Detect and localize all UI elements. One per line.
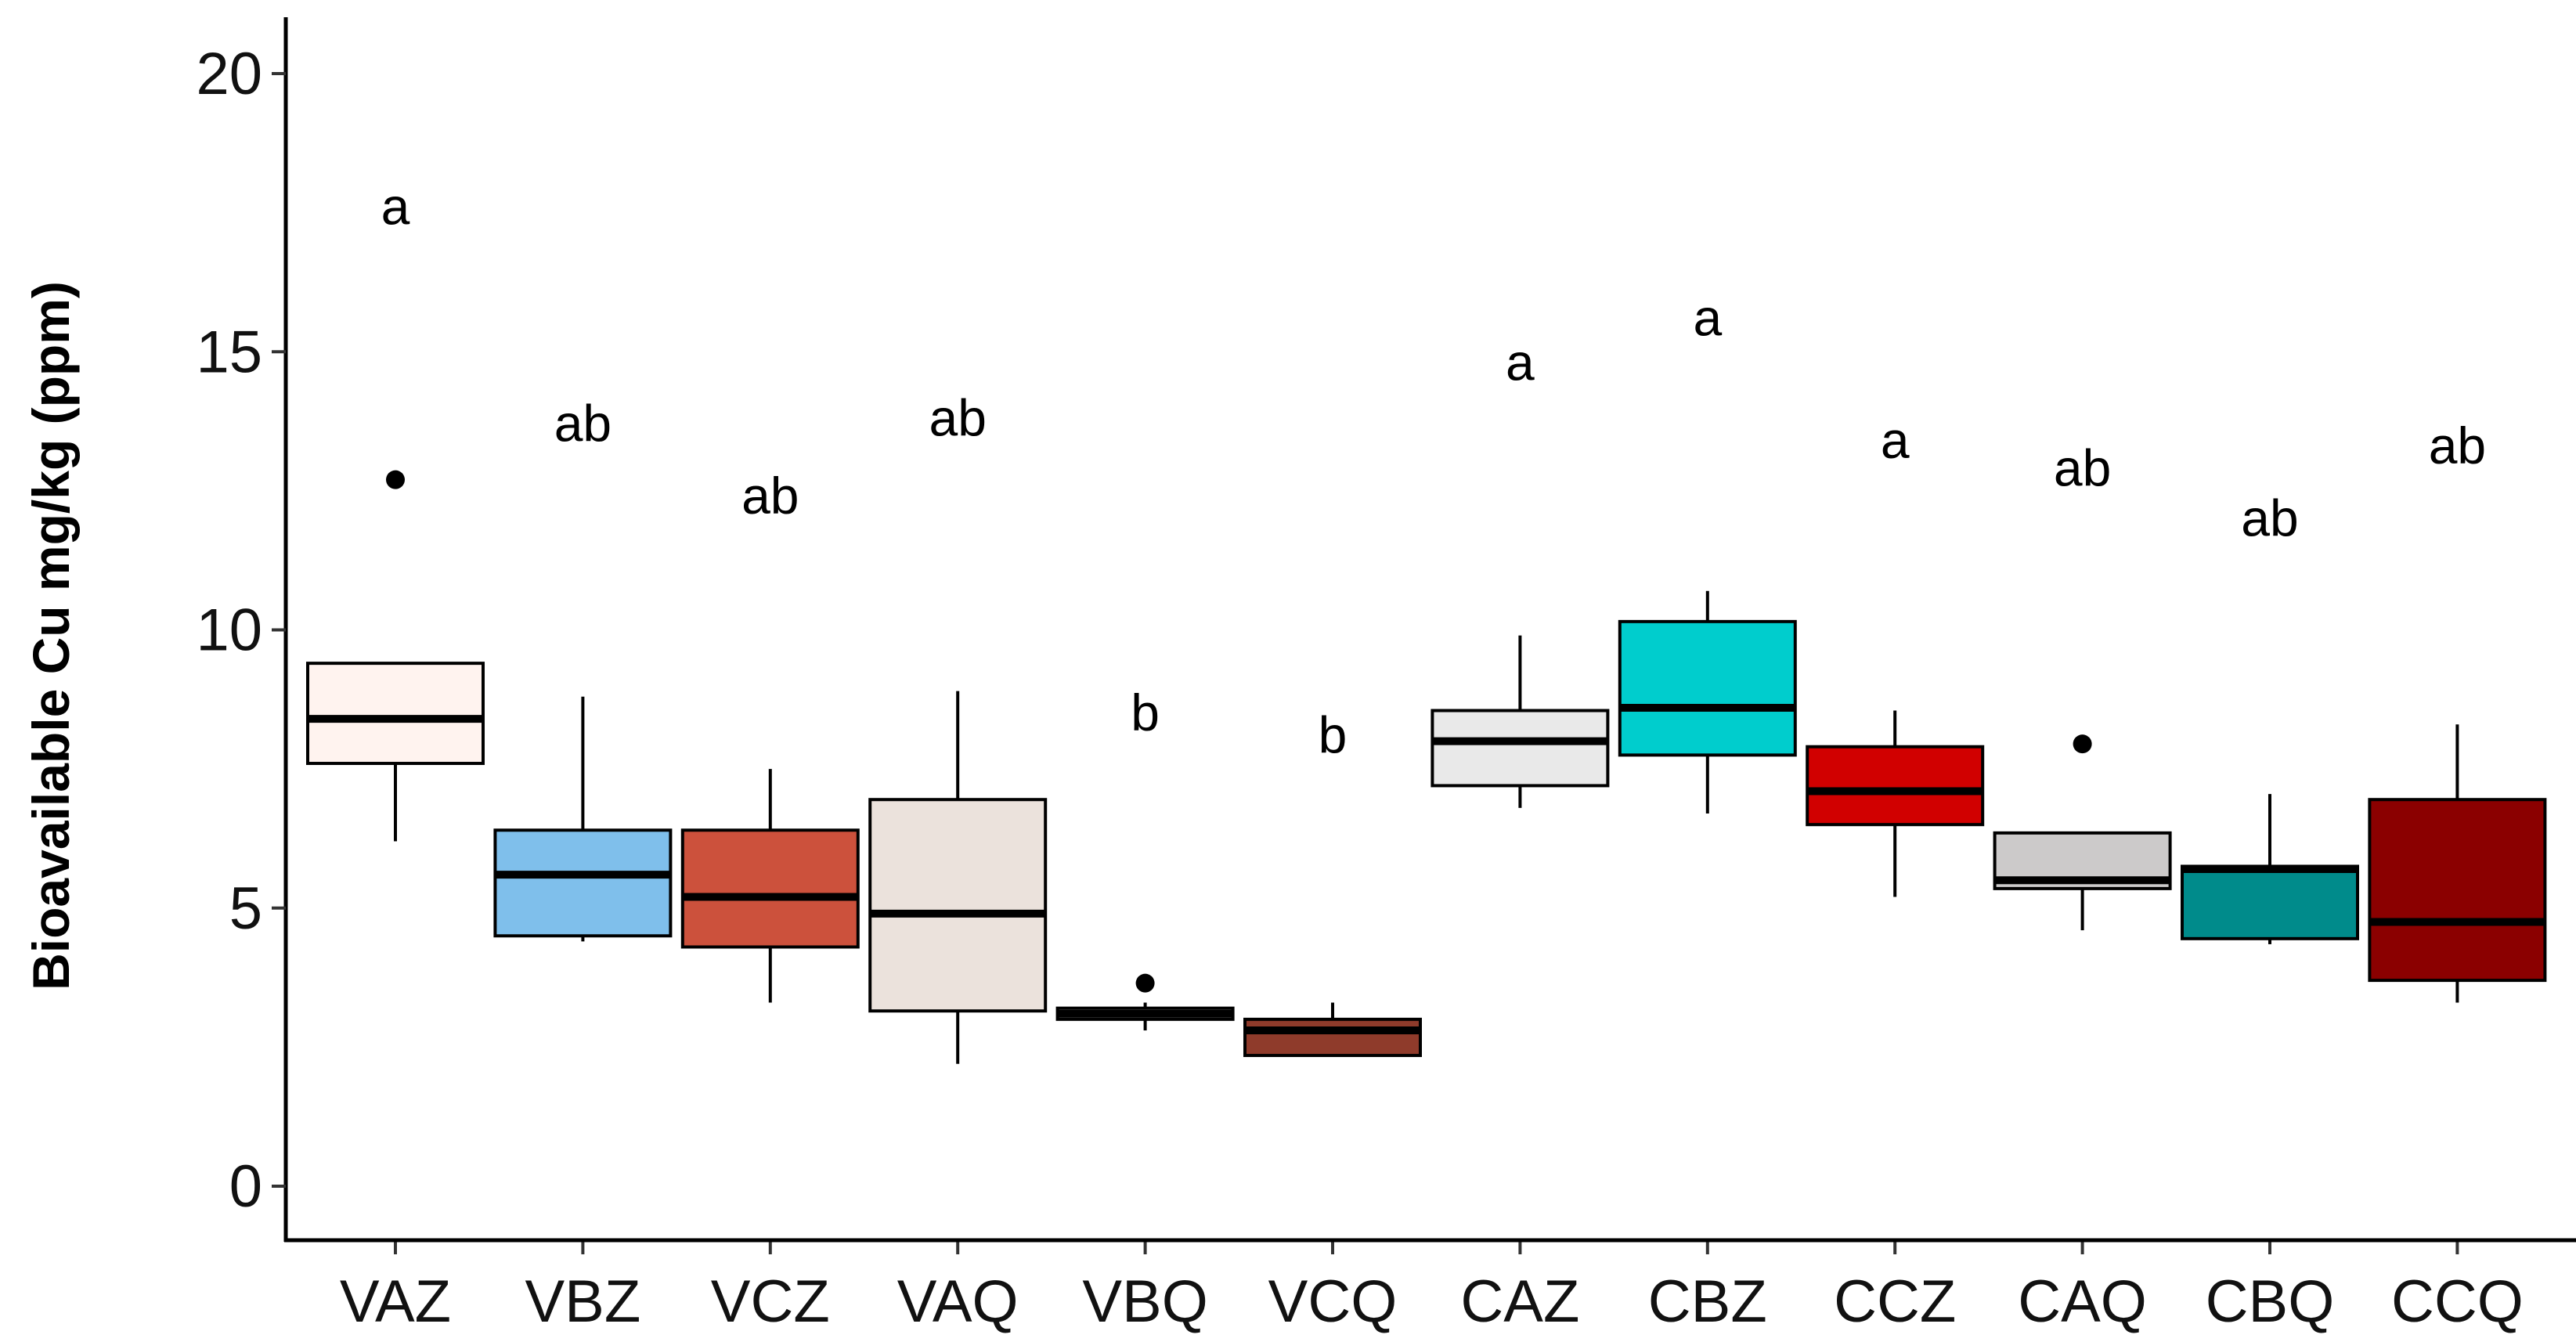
box-vaq: [868, 798, 1048, 1013]
significance-letter-vbq: b: [1131, 684, 1160, 741]
significance-letter-cbq: ab: [2241, 489, 2298, 547]
box-vaz: [306, 662, 485, 766]
x-tick-label-cbz: CBZ: [1648, 1268, 1767, 1335]
box-group-caq: [1993, 734, 2172, 931]
x-tick-label-cbq: CBQ: [2206, 1268, 2335, 1335]
outlier-point-vbq-0: [1135, 973, 1155, 993]
x-tick-label-caq: CAQ: [2018, 1268, 2147, 1335]
significance-letter-vbz: ab: [554, 395, 612, 453]
significance-letter-vaq: ab: [929, 389, 986, 447]
box-group-caz: [1431, 635, 1610, 808]
significance-letter-vaz: a: [381, 178, 410, 236]
y-tick-label-20: 20: [196, 41, 262, 107]
box-ccz: [1806, 745, 1985, 827]
box-vcz: [680, 828, 860, 949]
box-vbz: [493, 828, 673, 938]
y-tick-label-5: 5: [229, 875, 262, 942]
x-tick-label-caz: CAZ: [1460, 1268, 1579, 1335]
y-tick-label-0: 0: [229, 1153, 262, 1220]
box-group-vbq: [1055, 973, 1235, 1031]
y-tick-label-15: 15: [196, 319, 262, 385]
y-tick-label-10: 10: [196, 597, 262, 664]
significance-letter-vcz: ab: [741, 467, 799, 525]
significance-letter-cbz: a: [1693, 289, 1722, 347]
x-tick-label-vbq: VBQ: [1082, 1268, 1208, 1335]
box-cbz: [1618, 619, 1797, 757]
outlier-point-caq-0: [2073, 734, 2092, 754]
box-group-ccz: [1806, 710, 1985, 897]
box-group-vcz: [680, 769, 860, 1003]
box-group-cbz: [1618, 590, 1797, 813]
significance-letter-caq: ab: [2054, 438, 2111, 496]
axes-layer: [272, 17, 2576, 1254]
x-tick-label-vbz: VBZ: [525, 1268, 640, 1335]
y-axis-title: Bioavailable Cu mg/kg (ppm): [22, 281, 80, 990]
x-tick-label-ccz: CCZ: [1834, 1268, 1956, 1335]
outlier-point-vaz-0: [386, 470, 405, 489]
box-group-ccq: [2368, 724, 2547, 1003]
significance-letter-ccz: a: [1881, 411, 1910, 469]
box-group-vcq: [1243, 1002, 1422, 1058]
boxes-layer: [306, 470, 2547, 1064]
x-tick-label-vcz: VCZ: [711, 1268, 830, 1335]
box-ccq: [2368, 798, 2547, 983]
box-caz: [1431, 709, 1610, 788]
significance-letter-ccq: ab: [2429, 417, 2486, 474]
x-tick-label-vaq: VAQ: [897, 1268, 1019, 1335]
box-vcq: [1243, 1017, 1422, 1058]
significance-letter-vcq: b: [1319, 705, 1348, 763]
box-group-vaz: [306, 470, 485, 842]
labels-layer: a VAZ ab VBZ ab VCZ ab VAQ b VBQ b VCQ a CAZ a CBZ a CCZ a…: [196, 41, 2523, 1335]
x-tick-label-ccq: CCQ: [2391, 1268, 2524, 1335]
x-tick-label-vcq: VCQ: [1268, 1268, 1398, 1335]
box-group-vaq: [868, 691, 1048, 1064]
x-tick-label-vaz: VAZ: [340, 1268, 451, 1335]
box-group-vbz: [493, 696, 673, 942]
box-cbq: [2181, 864, 2359, 940]
significance-letter-caz: a: [1506, 333, 1535, 391]
box-group-cbq: [2181, 794, 2359, 944]
